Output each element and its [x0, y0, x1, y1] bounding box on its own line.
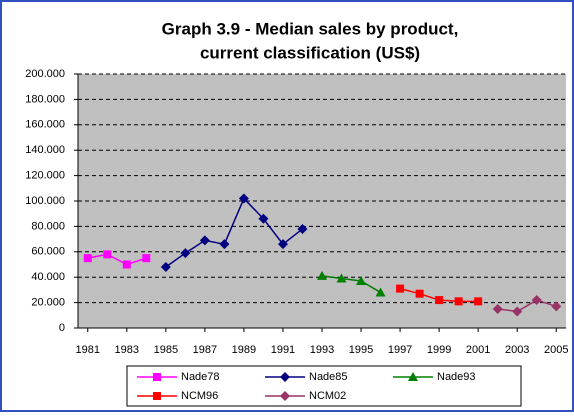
y-tick-label: 40.000 — [31, 271, 65, 283]
x-tick-label: 1995 — [349, 344, 373, 356]
y-tick-label: 0 — [59, 322, 65, 334]
x-tick-label: 2005 — [544, 344, 568, 356]
series-line — [165, 197, 303, 268]
series-line — [497, 299, 557, 313]
x-tick-label: 1991 — [271, 344, 295, 356]
chart-title: current classification (US$) — [200, 43, 420, 62]
data-point — [512, 306, 523, 317]
legend-marker — [153, 373, 161, 381]
data-point — [219, 239, 230, 250]
data-point — [258, 213, 269, 224]
data-point — [277, 239, 288, 250]
x-tick-label: 1999 — [427, 344, 451, 356]
data-point — [492, 303, 503, 314]
data-point — [551, 301, 562, 312]
data-point — [83, 254, 92, 263]
data-point — [375, 287, 386, 297]
y-tick-label: 160.000 — [25, 119, 65, 131]
y-tick-label: 140.000 — [25, 144, 65, 156]
legend-label: Nade78 — [181, 371, 220, 383]
data-point — [297, 223, 308, 234]
data-point — [474, 297, 483, 306]
data-point — [336, 273, 347, 283]
data-point — [142, 254, 151, 263]
data-point — [238, 193, 249, 204]
legend-label: Nade93 — [437, 371, 476, 383]
data-point — [103, 250, 112, 259]
data-point — [356, 276, 367, 286]
y-tick-label: 60.000 — [31, 246, 65, 258]
y-tick-label: 20.000 — [31, 297, 65, 309]
data-point — [199, 235, 210, 246]
y-tick-label: 200.000 — [25, 68, 65, 80]
legend — [126, 365, 522, 407]
y-tick-label: 80.000 — [31, 220, 65, 232]
x-tick-label: 2001 — [466, 344, 490, 356]
x-tick-label: 1987 — [193, 344, 217, 356]
x-tick-label: 1981 — [76, 344, 100, 356]
legend-label: NCM96 — [181, 390, 218, 402]
data-point — [180, 248, 191, 259]
legend-marker — [408, 372, 418, 381]
legend-marker — [280, 372, 290, 382]
legend-label: Nade85 — [309, 371, 348, 383]
x-tick-label: 1985 — [154, 344, 178, 356]
x-tick-label: 1993 — [310, 344, 334, 356]
legend-label: NCM02 — [309, 390, 346, 402]
data-point — [160, 262, 171, 273]
data-point — [415, 289, 424, 298]
y-tick-label: 180.000 — [25, 93, 65, 105]
y-tick-label: 120.000 — [25, 170, 65, 182]
series-line — [87, 253, 147, 266]
legend-marker — [153, 392, 161, 400]
data-point — [435, 296, 444, 305]
series-line — [321, 275, 381, 294]
data-point — [317, 270, 327, 280]
y-tick-label: 100.000 — [25, 195, 65, 207]
x-tick-label: 1997 — [388, 344, 412, 356]
chart-title: Graph 3.9 - Median sales by product, — [162, 19, 459, 38]
data-point — [396, 284, 405, 293]
x-tick-label: 1989 — [232, 344, 256, 356]
data-point — [122, 260, 131, 269]
data-point — [531, 295, 542, 306]
x-tick-label: 1983 — [115, 344, 139, 356]
data-point — [454, 297, 463, 306]
legend-marker — [280, 391, 290, 401]
x-tick-label: 2003 — [505, 344, 529, 356]
